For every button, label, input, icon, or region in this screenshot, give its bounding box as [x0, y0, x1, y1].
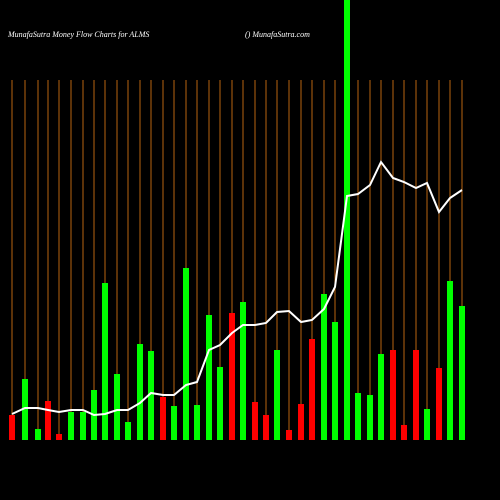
- bar: [125, 422, 131, 440]
- bar: [229, 313, 235, 440]
- bar: [171, 406, 177, 440]
- bar: [56, 434, 62, 440]
- bar: [252, 402, 258, 440]
- chart-title: MunafaSutra Money Flow Charts for ALMS: [7, 30, 149, 39]
- bar: [194, 405, 200, 440]
- bar: [35, 429, 41, 440]
- bar: [332, 322, 338, 440]
- bar: [309, 339, 315, 440]
- chart-subtitle: () MunafaSutra.com: [245, 30, 310, 39]
- bar: [114, 374, 120, 440]
- bar: [436, 368, 442, 440]
- bar: [298, 404, 304, 440]
- bar: [367, 395, 373, 440]
- bar: [148, 351, 154, 440]
- money-flow-line: [11, 160, 463, 417]
- bar: [80, 412, 86, 440]
- bar: [160, 397, 166, 440]
- bar: [183, 268, 189, 440]
- bar: [263, 415, 269, 440]
- bar: [413, 350, 419, 440]
- bar: [459, 306, 465, 440]
- bar: [22, 379, 28, 440]
- bar: [9, 415, 15, 440]
- bar: [102, 283, 108, 440]
- bar: [424, 409, 430, 440]
- bar: [137, 344, 143, 440]
- bar: [378, 354, 384, 440]
- bar: [45, 401, 51, 440]
- bar: [286, 430, 292, 440]
- bar: [344, 0, 350, 440]
- bar: [217, 367, 223, 440]
- bar: [447, 281, 453, 440]
- bar: [401, 425, 407, 440]
- bar: [240, 302, 246, 440]
- bar: [68, 412, 74, 440]
- bar: [274, 350, 280, 440]
- bar: [390, 350, 396, 440]
- bar: [321, 294, 327, 440]
- bar: [355, 393, 361, 440]
- bar: [206, 315, 212, 440]
